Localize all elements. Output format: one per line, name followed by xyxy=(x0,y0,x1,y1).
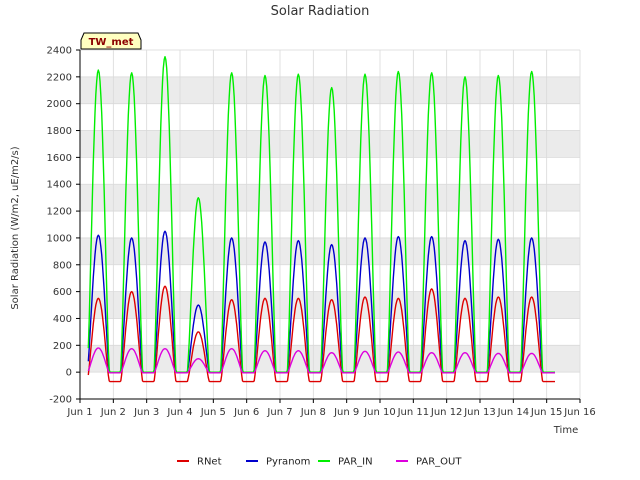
y-tick-label: 600 xyxy=(53,287,72,298)
legend-label-par-in: PAR_IN xyxy=(338,457,373,468)
y-tick-label: -200 xyxy=(49,395,72,406)
x-tick-label: Jun 14 xyxy=(497,407,530,418)
y-tick-label: 2000 xyxy=(47,99,72,110)
chart-title: Solar Radiation xyxy=(271,4,370,19)
plot-band xyxy=(80,184,580,212)
series-line-rnet xyxy=(87,285,555,383)
x-tick-label: Jun 11 xyxy=(397,407,430,418)
y-tick-label: 2200 xyxy=(47,72,72,83)
y-tick-label: 2400 xyxy=(47,46,72,57)
station-label: TW_met xyxy=(89,37,134,48)
y-tick-label: 1400 xyxy=(47,180,72,191)
x-tick-label: Jun 7 xyxy=(266,407,292,418)
y-tick-label: 1200 xyxy=(47,207,72,218)
x-axis-title: Time xyxy=(553,425,578,436)
x-tick-label: Jun 9 xyxy=(333,407,359,418)
station-label-box: TW_met xyxy=(80,32,142,50)
y-tick-label: 1800 xyxy=(47,126,72,137)
y-tick-label: 1600 xyxy=(47,153,72,164)
x-tick-label: Jun 16 xyxy=(563,407,596,418)
x-tick-label: Jun 8 xyxy=(300,407,326,418)
y-axis-title: Solar Radiation (W/m2, uE/m2/s) xyxy=(10,146,21,309)
series-layer xyxy=(87,56,555,383)
x-tick-label: Jun 5 xyxy=(200,407,226,418)
series-line-par-out xyxy=(87,347,555,374)
x-tick-label: Jun 13 xyxy=(463,407,496,418)
legend-label-pyranom: Pyranom xyxy=(266,457,310,468)
x-tick-label: Jun 1 xyxy=(66,407,92,418)
legend: RNet Pyranom PAR_IN PAR_OUT xyxy=(177,457,462,468)
x-tick-label: Jun 10 xyxy=(363,407,396,418)
y-tick-label: 200 xyxy=(53,341,72,352)
y-tick-label: 800 xyxy=(53,260,72,271)
legend-label-rnet: RNet xyxy=(197,457,222,468)
x-tick-label: Jun 15 xyxy=(530,407,563,418)
x-tick-label: Jun 2 xyxy=(100,407,126,418)
axes: -200 0 200 400 600 800 1000 1200 1400 1600 1800 200… xyxy=(47,46,596,419)
y-tick-label: 400 xyxy=(53,314,72,325)
legend-label-par-out: PAR_OUT xyxy=(416,457,462,468)
x-tick-label: Jun 3 xyxy=(133,407,159,418)
station-label-background xyxy=(80,32,142,50)
y-tick-label: 1000 xyxy=(47,233,72,244)
x-tick-label: Jun 6 xyxy=(233,407,259,418)
plot-band xyxy=(80,130,580,158)
x-tick-label: Jun 12 xyxy=(430,407,463,418)
y-tick-label: 0 xyxy=(66,368,72,379)
x-tick-label: Jun 4 xyxy=(166,407,192,418)
